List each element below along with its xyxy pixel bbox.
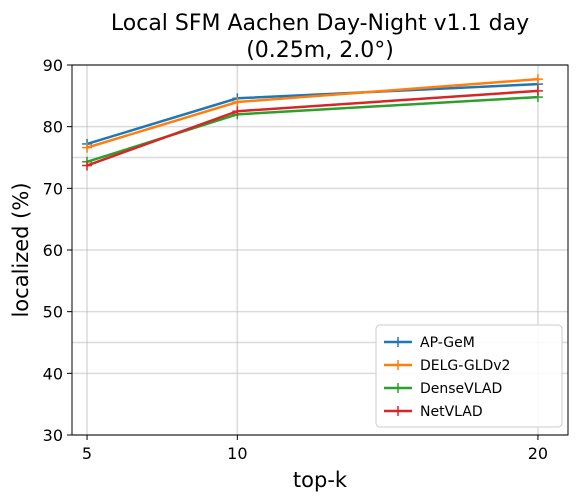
data-point-marker (82, 142, 93, 153)
x-axis-label: top-k (293, 468, 348, 492)
legend-item: AP-GeM (384, 335, 475, 351)
y-tick-label: 40 (43, 364, 63, 383)
x-tick-label: 5 (82, 444, 92, 463)
data-point-marker (232, 106, 243, 117)
legend-label: DELG-GLDv2 (420, 358, 510, 374)
legend-item: DELG-GLDv2 (384, 358, 510, 374)
legend-label: NetVLAD (420, 404, 483, 420)
data-point-marker (82, 160, 93, 171)
legend-label: DenseVLAD (420, 381, 502, 397)
legend-box (375, 324, 563, 428)
series-layer (82, 74, 543, 171)
chart-title-line1: Local SFM Aachen Day-Night v1.1 day (111, 11, 529, 36)
data-point-marker (532, 74, 543, 85)
ticks-layer: 5 10 20 30 40 50 60 70 80 90 (43, 56, 548, 463)
series-line (86, 77, 539, 149)
legend-item: DenseVLAD (384, 381, 502, 397)
y-tick-label: 50 (43, 303, 63, 322)
y-axis-label: localized (%) (9, 182, 33, 317)
chart-title-line2: (0.25m, 2.0°) (246, 38, 394, 63)
y-tick-label: 60 (43, 241, 63, 260)
legend-item: NetVLAD (384, 404, 483, 420)
x-tick-label: 10 (227, 444, 247, 463)
y-tick-label: 30 (43, 426, 63, 445)
y-tick-label: 90 (43, 56, 63, 75)
y-tick-label: 80 (43, 118, 63, 137)
legend: AP-GeM DELG-GLDv2 DenseVLAD NetVLAD (375, 324, 563, 428)
y-tick-label: 70 (43, 179, 63, 198)
legend-label: AP-GeM (420, 335, 475, 351)
series-line (86, 82, 538, 146)
x-tick-label: 20 (528, 444, 548, 463)
data-point-marker (232, 97, 243, 107)
data-point-marker (532, 85, 543, 96)
